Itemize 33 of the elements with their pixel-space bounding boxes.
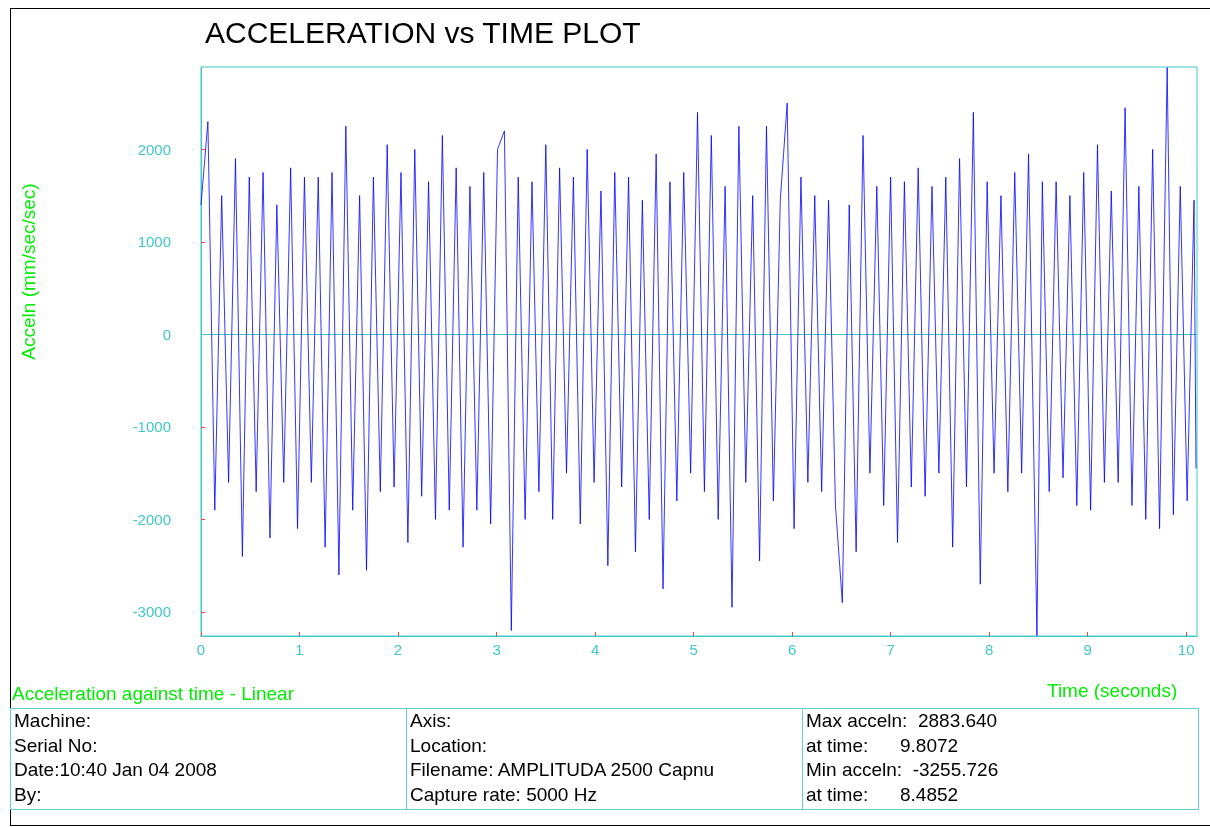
text: Location: bbox=[410, 734, 488, 756]
x-tick-label: 9 bbox=[1083, 641, 1092, 658]
y-tick-label: 2000 bbox=[137, 140, 171, 158]
x-tick-label: 4 bbox=[590, 641, 600, 658]
y-tick-label: -3000 bbox=[132, 603, 171, 621]
x-tick-label: 5 bbox=[689, 641, 698, 658]
text: Serial No: bbox=[14, 734, 98, 756]
y-tick-label: 1000 bbox=[137, 233, 171, 251]
x-tick-label: 1 bbox=[295, 641, 304, 658]
x-tick-label: 0 bbox=[196, 641, 206, 658]
text: By: bbox=[14, 783, 42, 805]
x-tick-label: 10 bbox=[1177, 641, 1195, 658]
y-tick-label: -2000 bbox=[132, 510, 171, 528]
x-tick-label: 8 bbox=[984, 641, 994, 658]
text: Capture rate: 5000 Hz bbox=[410, 783, 597, 805]
text: Axis: bbox=[410, 710, 452, 731]
text: Filename: AMPLITUDA 2500 Capnu bbox=[410, 759, 715, 780]
text: at time: 9.8072 bbox=[806, 734, 959, 756]
y-axis-title: Acceln (mm/sec/sec) bbox=[18, 183, 39, 360]
text: Acceleration against time - Linear bbox=[12, 683, 294, 705]
text: Min acceln: -3255.726 bbox=[806, 759, 999, 780]
text: Max acceln: 2883.640 bbox=[806, 710, 998, 731]
y-tick-label: -1000 bbox=[132, 418, 171, 436]
line-series bbox=[200, 67, 1197, 636]
x-tick-label: 3 bbox=[492, 641, 501, 658]
x-tick-label: 7 bbox=[886, 641, 895, 658]
y-tick-label: 0 bbox=[162, 325, 171, 343]
x-tick-label: 6 bbox=[787, 641, 797, 658]
text: Machine: bbox=[14, 710, 92, 731]
text: at time: 8.4852 bbox=[806, 783, 959, 805]
x-tick-label: 2 bbox=[393, 641, 403, 658]
text: Date:10:40 Jan 04 2008 bbox=[14, 759, 217, 780]
chart-title: ACCELERATION vs TIME PLOT bbox=[205, 15, 641, 49]
